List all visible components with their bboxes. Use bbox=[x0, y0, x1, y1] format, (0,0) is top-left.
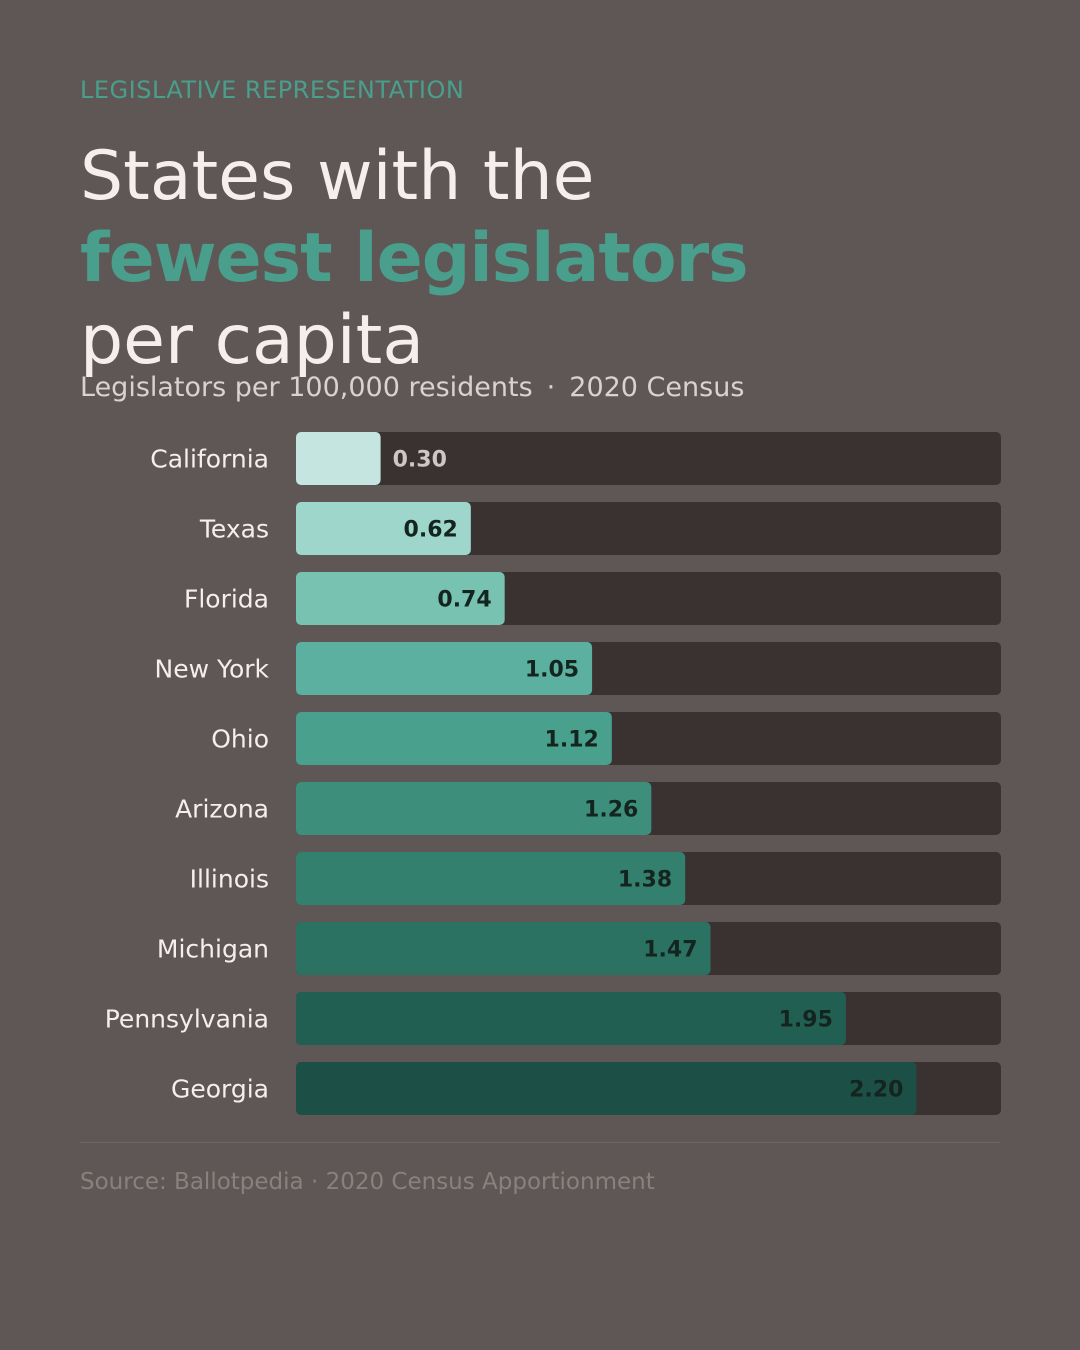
title-line-3: per capita bbox=[80, 301, 425, 380]
value-label: 1.12 bbox=[545, 728, 599, 753]
value-label: 1.95 bbox=[779, 1008, 833, 1033]
source-note: Source: Ballotpedia · 2020 Census Apport… bbox=[80, 1169, 655, 1195]
bar bbox=[296, 992, 846, 1045]
title-line-2-accent: fewest legislators bbox=[80, 219, 749, 298]
value-label: 0.30 bbox=[393, 448, 447, 473]
bar bbox=[296, 782, 652, 835]
category-label: Texas bbox=[199, 515, 269, 544]
category-label: New York bbox=[155, 655, 270, 684]
subtitle-separator: · bbox=[546, 372, 556, 403]
value-label: 0.62 bbox=[404, 518, 458, 543]
category-label: Illinois bbox=[190, 865, 269, 894]
value-label: 1.05 bbox=[525, 658, 579, 683]
bar bbox=[296, 502, 471, 555]
bar bbox=[296, 712, 612, 765]
bar bbox=[296, 852, 686, 905]
title-line-1: States with the bbox=[80, 137, 595, 216]
value-label: 0.74 bbox=[437, 588, 491, 613]
value-label: 1.47 bbox=[643, 938, 697, 963]
bar-track bbox=[296, 502, 1001, 555]
bar-track bbox=[296, 432, 1001, 485]
bar bbox=[296, 1062, 917, 1115]
bar bbox=[296, 642, 593, 695]
category-label: Arizona bbox=[175, 795, 269, 824]
footer-divider bbox=[80, 1142, 1000, 1143]
bar bbox=[296, 922, 711, 975]
eyebrow-label: LEGISLATIVE REPRESENTATION bbox=[80, 76, 465, 104]
category-label: Michigan bbox=[157, 935, 269, 964]
subtitle-year: 2020 Census bbox=[569, 372, 745, 403]
subtitle-metric: Legislators per 100,000 residents bbox=[80, 372, 533, 403]
bar-group: California 0.30 Texas 0.62 Florida 0.74 New Yo… bbox=[105, 432, 1001, 1115]
value-label: 1.26 bbox=[584, 798, 638, 823]
chart-subtitle: Legislators per 100,000 residents · 2020 C… bbox=[80, 372, 744, 403]
category-label: Georgia bbox=[171, 1075, 269, 1104]
chart-title: States with the fewest legislators per c… bbox=[80, 136, 749, 382]
category-label: California bbox=[150, 445, 269, 474]
category-label: Florida bbox=[184, 585, 269, 614]
category-label: Ohio bbox=[211, 725, 269, 754]
value-label: 2.20 bbox=[849, 1078, 903, 1103]
category-label: Pennsylvania bbox=[105, 1005, 269, 1034]
value-label: 1.38 bbox=[618, 868, 672, 893]
bar bbox=[296, 572, 505, 625]
bar bbox=[296, 432, 381, 485]
